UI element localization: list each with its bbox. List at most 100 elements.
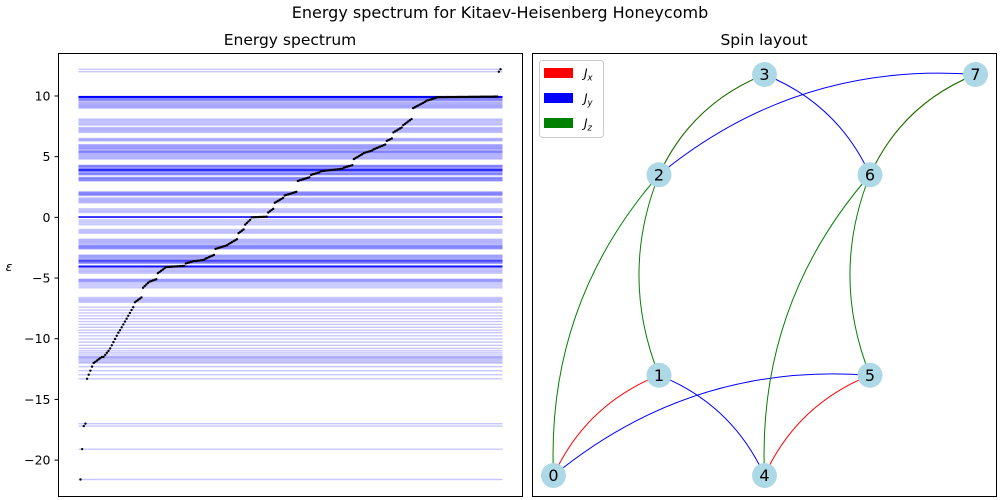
spin-node-circle bbox=[541, 463, 566, 488]
edge-jx bbox=[764, 374, 871, 476]
edge-jy bbox=[764, 74, 871, 175]
energy-point bbox=[84, 422, 87, 425]
energy-point bbox=[281, 196, 285, 200]
energy-point bbox=[268, 210, 272, 213]
energy-point bbox=[212, 253, 216, 257]
spin-edges bbox=[552, 72, 976, 476]
spin-node-7: 7 bbox=[963, 62, 988, 87]
energy-point bbox=[135, 299, 138, 303]
legend-swatch bbox=[544, 68, 573, 78]
energy-point bbox=[248, 218, 252, 221]
energy-point bbox=[110, 344, 113, 347]
legend-label-subscript: x bbox=[587, 74, 594, 84]
energy-point bbox=[113, 337, 117, 341]
spin-node-circle bbox=[857, 362, 883, 388]
energy-point bbox=[370, 149, 374, 152]
energy-point bbox=[360, 153, 364, 156]
y-tick-label: −5 bbox=[32, 271, 50, 286]
spin-layout-panel: Spin layout 0 1 2 3 4 5 6 7 Jx Jy Jz bbox=[532, 31, 997, 497]
spin-node-label: 6 bbox=[865, 165, 875, 184]
energy-point bbox=[127, 314, 130, 318]
spin-node-circle bbox=[646, 362, 672, 388]
energy-point bbox=[125, 317, 128, 320]
legend-label: Jy bbox=[582, 92, 594, 109]
spin-node-label: 2 bbox=[654, 165, 664, 184]
energy-point bbox=[87, 373, 90, 376]
energy-point bbox=[497, 70, 501, 73]
y-tick-label: 0 bbox=[43, 210, 51, 225]
y-tick-label: −20 bbox=[24, 453, 50, 468]
energy-point bbox=[318, 171, 321, 174]
edge-jz bbox=[869, 74, 976, 175]
energy-point bbox=[240, 229, 244, 232]
energy-point bbox=[272, 207, 275, 211]
energy-point bbox=[118, 329, 122, 332]
energy-point bbox=[155, 278, 158, 281]
energy-point bbox=[80, 447, 84, 451]
energy-point bbox=[122, 323, 125, 326]
energy-point bbox=[108, 347, 112, 350]
energy-point bbox=[265, 215, 268, 218]
legend-label: Jz bbox=[582, 117, 593, 134]
energy-point bbox=[112, 340, 115, 344]
energy-point bbox=[496, 95, 499, 98]
energy-point bbox=[202, 258, 206, 262]
spin-node-2: 2 bbox=[646, 162, 672, 188]
spin-node-label: 7 bbox=[970, 65, 980, 84]
edge-jy bbox=[658, 374, 765, 476]
energy-point bbox=[128, 311, 132, 315]
energy-point bbox=[384, 143, 387, 146]
energy-point bbox=[94, 360, 97, 363]
energy-point bbox=[143, 284, 146, 288]
y-tick-label: 5 bbox=[43, 149, 51, 164]
spin-node-label: 5 bbox=[865, 366, 875, 385]
y-tick-label: 10 bbox=[35, 88, 51, 103]
energy-point bbox=[242, 228, 245, 231]
energy-point bbox=[97, 358, 100, 361]
spin-node-4: 4 bbox=[752, 463, 777, 488]
energy-point bbox=[423, 100, 426, 104]
energy-point bbox=[100, 355, 104, 359]
energy-spectrum-title: Energy spectrum bbox=[224, 31, 357, 49]
spin-layout-frame bbox=[532, 53, 997, 497]
spin-node-circle bbox=[857, 162, 883, 188]
energy-point bbox=[138, 297, 141, 300]
edge-jz bbox=[552, 174, 660, 476]
energy-point bbox=[163, 267, 166, 270]
energy-point bbox=[115, 334, 118, 338]
y-tick-label: −15 bbox=[24, 392, 50, 407]
energy-point bbox=[247, 220, 250, 223]
edge-jz bbox=[638, 174, 660, 376]
legend-label-subscript: z bbox=[587, 124, 593, 134]
energy-point bbox=[107, 349, 110, 353]
edge-jy bbox=[553, 373, 871, 476]
energy-point bbox=[161, 268, 165, 271]
legend-swatch bbox=[544, 118, 573, 128]
energy-point bbox=[136, 298, 140, 302]
energy-point bbox=[245, 221, 249, 225]
y-tick-label: −10 bbox=[24, 331, 50, 346]
energy-point bbox=[120, 326, 123, 329]
energy-point bbox=[405, 121, 408, 124]
energy-point bbox=[499, 68, 502, 71]
edge-jz bbox=[849, 174, 871, 376]
edge-jx bbox=[869, 74, 976, 175]
energy-point bbox=[476, 95, 479, 98]
energy-point bbox=[494, 95, 497, 98]
energy-point bbox=[145, 283, 148, 286]
y-axis-ticks: 10 5 0 −5 −10 −15 −20 bbox=[24, 88, 59, 468]
spin-node-label: 4 bbox=[759, 466, 769, 485]
energy-point bbox=[235, 238, 239, 241]
energy-point bbox=[156, 271, 160, 275]
energy-point bbox=[141, 286, 145, 289]
energy-point bbox=[403, 122, 407, 126]
energy-point bbox=[132, 305, 135, 309]
energy-point bbox=[410, 117, 413, 121]
energy-point bbox=[123, 320, 127, 323]
energy-point bbox=[237, 231, 240, 235]
energy-point bbox=[104, 353, 107, 357]
coupling-legend: Jx Jy Jz bbox=[539, 60, 604, 138]
energy-point bbox=[82, 424, 85, 428]
energy-point bbox=[239, 230, 242, 234]
